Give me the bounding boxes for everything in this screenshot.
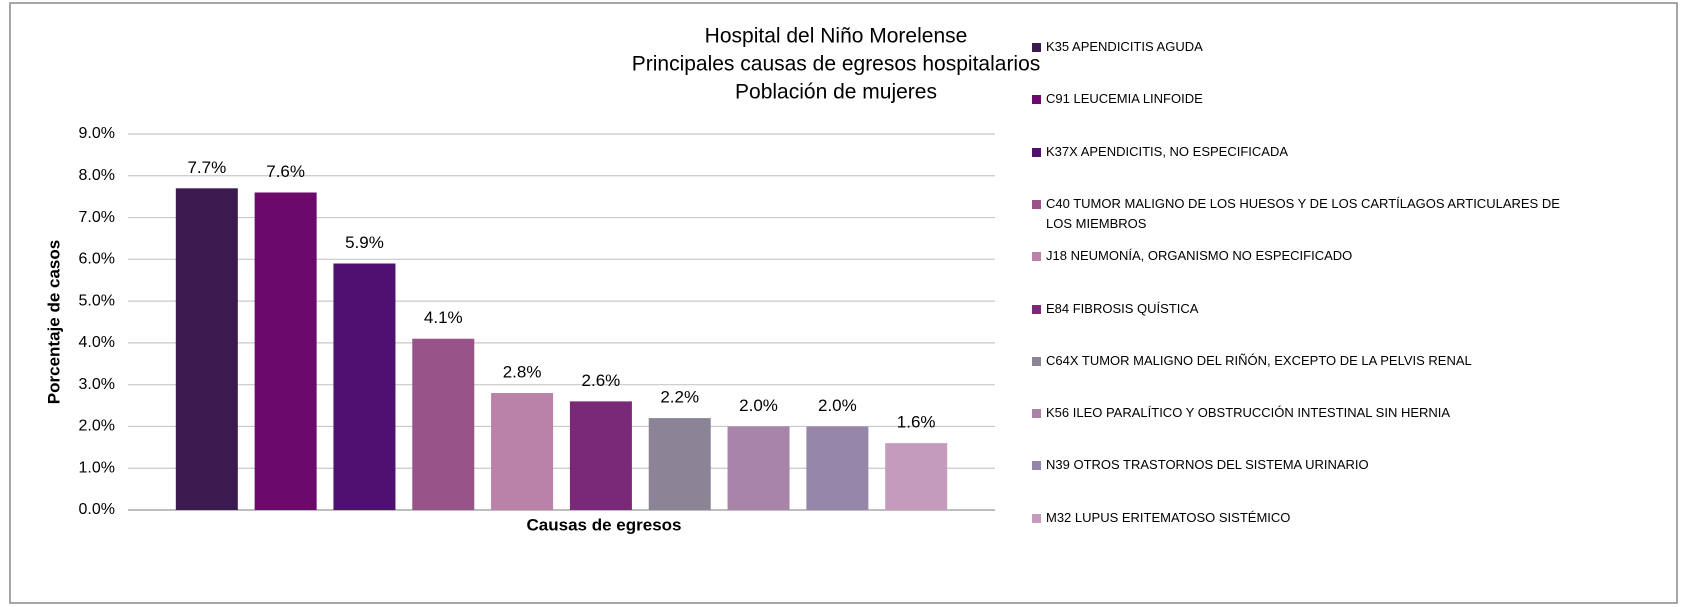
- legend-swatch: [1032, 147, 1041, 157]
- legend-item: K35 APENDICITIS AGUDA: [1032, 37, 1562, 57]
- data-label: 2.6%: [582, 371, 621, 390]
- bar: [885, 443, 948, 510]
- legend-swatch: [1032, 409, 1041, 419]
- legend-label: J18 NEUMONÍA, ORGANISMO NO ESPECIFICADO: [1046, 248, 1353, 264]
- data-label: 7.7%: [187, 158, 226, 177]
- chart-title: Principales causas de egresos hospitalar…: [632, 53, 1041, 76]
- legend-swatch: [1032, 95, 1041, 105]
- bar: [333, 263, 396, 510]
- y-tick-label: 2.0%: [79, 418, 115, 435]
- data-label: 4.1%: [424, 308, 463, 327]
- legend-swatch: [1032, 252, 1041, 262]
- bar: [727, 426, 790, 510]
- legend-item: M32 LUPUS ERITEMATOSO SISTÉMICO: [1032, 508, 1562, 528]
- bar: [806, 426, 869, 510]
- legend-label: C40 TUMOR MALIGNO DE LOS HUESOS Y DE LOS…: [1046, 195, 1560, 231]
- legend-swatch: [1032, 199, 1041, 209]
- legend-item: C40 TUMOR MALIGNO DE LOS HUESOS Y DE LOS…: [1032, 194, 1562, 234]
- legend-label: N39 OTROS TRASTORNOS DEL SISTEMA URINARI…: [1046, 457, 1369, 473]
- y-tick-label: 9.0%: [79, 125, 115, 142]
- chart-title: Población de mujeres: [735, 81, 937, 104]
- legend-label: M32 LUPUS ERITEMATOSO SISTÉMICO: [1046, 509, 1291, 525]
- data-label: 7.6%: [266, 162, 305, 181]
- data-label: 2.0%: [739, 396, 778, 415]
- data-label: 2.2%: [660, 388, 699, 407]
- legend-label: C64X TUMOR MALIGNO DEL RIÑÓN, EXCEPTO DE…: [1046, 352, 1472, 368]
- bar: [648, 418, 711, 510]
- legend-label: K56 ILEO PARALÍTICO Y OBSTRUCCIÓN INTEST…: [1046, 405, 1451, 421]
- legend-swatch: [1032, 304, 1041, 314]
- bar: [254, 192, 317, 510]
- data-label: 2.8%: [503, 363, 542, 382]
- legend-label: K37X APENDICITIS, NO ESPECIFICADA: [1046, 143, 1289, 159]
- legend-label: E84 FIBROSIS QUÍSTICA: [1046, 300, 1199, 316]
- y-tick-label: 0.0%: [79, 501, 115, 518]
- legend-item: C91 LEUCEMIA LINFOIDE: [1032, 89, 1562, 109]
- legend-item: K56 ILEO PARALÍTICO Y OBSTRUCCIÓN INTEST…: [1032, 403, 1562, 423]
- data-label: 5.9%: [345, 233, 384, 252]
- y-tick-label: 7.0%: [79, 209, 115, 226]
- legend-item: C64X TUMOR MALIGNO DEL RIÑÓN, EXCEPTO DE…: [1032, 351, 1562, 371]
- legend-item: E84 FIBROSIS QUÍSTICA: [1032, 299, 1562, 319]
- y-tick-label: 8.0%: [79, 167, 115, 184]
- bar: [569, 401, 632, 510]
- y-tick-label: 6.0%: [79, 251, 115, 268]
- y-tick-label: 5.0%: [79, 292, 115, 309]
- legend-swatch: [1032, 461, 1041, 471]
- legend-item: N39 OTROS TRASTORNOS DEL SISTEMA URINARI…: [1032, 455, 1562, 475]
- chart-title: Hospital del Niño Morelense: [705, 25, 968, 48]
- y-tick-label: 1.0%: [79, 459, 115, 476]
- x-axis-title: Causas de egresos: [527, 515, 682, 534]
- bar: [175, 188, 238, 511]
- bar: [412, 338, 475, 510]
- y-axis-title: Porcentaje de casos: [44, 240, 63, 404]
- legend-swatch: [1032, 43, 1041, 52]
- y-tick-label: 3.0%: [79, 376, 115, 393]
- legend-swatch: [1032, 513, 1041, 523]
- data-label: 2.0%: [818, 396, 857, 415]
- data-label: 1.6%: [897, 413, 936, 432]
- legend-label: K35 APENDICITIS AGUDA: [1046, 39, 1203, 54]
- legend-label: C91 LEUCEMIA LINFOIDE: [1046, 91, 1203, 107]
- bar: [491, 393, 554, 510]
- legend-item: J18 NEUMONÍA, ORGANISMO NO ESPECIFICADO: [1032, 246, 1562, 266]
- legend-item: K37X APENDICITIS, NO ESPECIFICADA: [1032, 142, 1562, 162]
- y-tick-label: 4.0%: [79, 334, 115, 351]
- legend-swatch: [1032, 356, 1041, 366]
